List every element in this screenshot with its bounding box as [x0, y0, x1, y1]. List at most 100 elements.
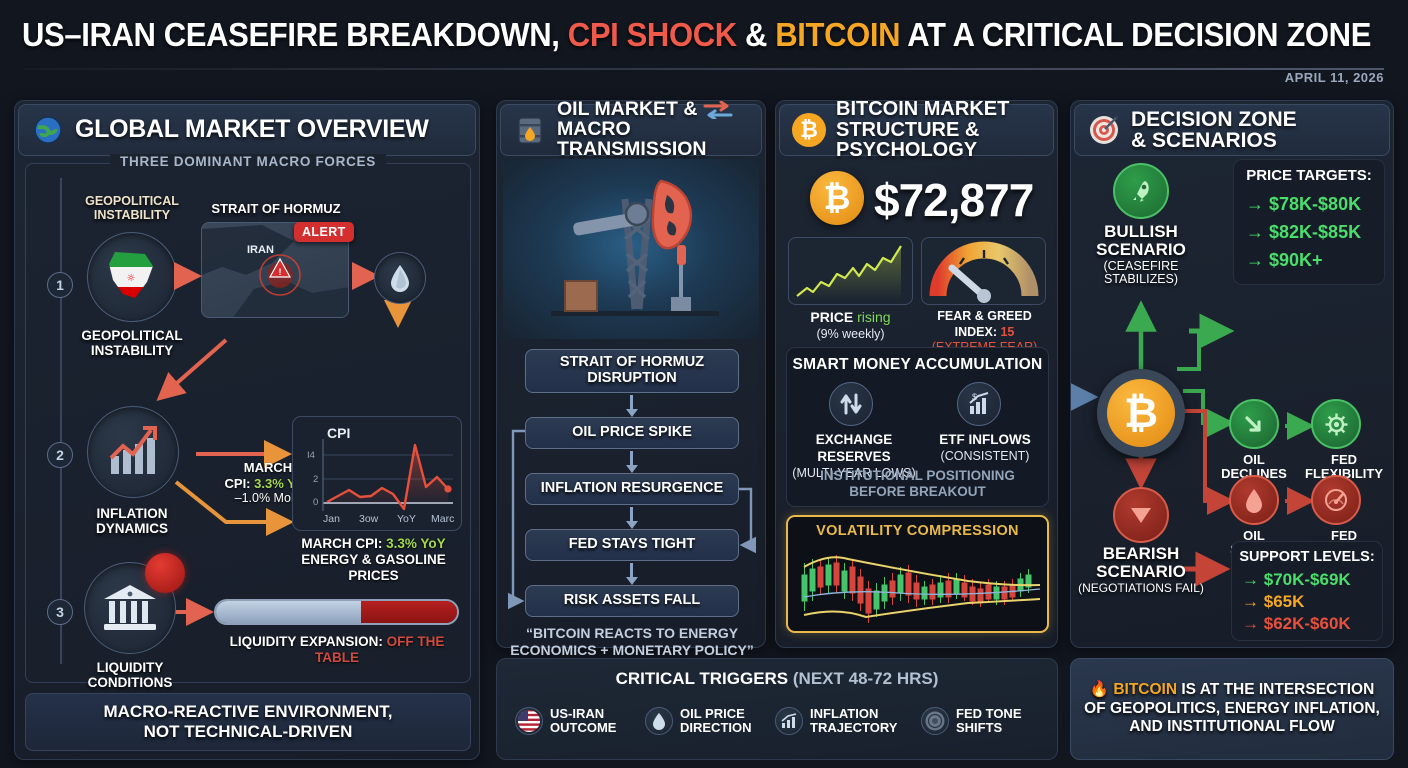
- smart-money-accumulation: SMART MONEY ACCUMULATION $ EXCHANGE RESE…: [786, 347, 1049, 507]
- page-title: US–IRAN CEASEFIRE BREAKDOWN, CPI SHOCK &…: [22, 16, 1371, 54]
- oil-pumpjack-icon: [503, 159, 759, 339]
- updown-arrows-icon: [829, 382, 873, 426]
- final-bitcoin-word: BITCOIN: [1113, 681, 1178, 699]
- final-takeaway-bar: 🔥 BITCOIN IS AT THE INTERSECTION OF GEOP…: [1070, 658, 1394, 760]
- cpi-ytick-1: 2: [313, 474, 319, 485]
- down-triangle-icon: [1113, 487, 1169, 543]
- cpi-xtick-1: 3ow: [359, 513, 379, 525]
- panel3-title-line2: STRUCTURE & PSYCHOLOGY: [836, 118, 980, 162]
- trigger-fed-tone-shifts: FED TONE SHIFTS: [921, 706, 1022, 736]
- cpi-xtick-2: YoY: [397, 513, 416, 525]
- liquidity-conditions-label: LIQUIDITY CONDITIONS: [87, 660, 173, 691]
- svg-text:$: $: [972, 392, 977, 402]
- cpi-xtick-0: Jan: [323, 513, 340, 525]
- critical-triggers-title: CRITICAL TRIGGERS (NEXT 48-72 HRS): [615, 669, 939, 688]
- cpi-xtick-3: Marc: [431, 513, 455, 525]
- liquidity-expansion-bar: [214, 599, 459, 625]
- alert-badge: ALERT: [294, 222, 354, 242]
- gauge-icon: [929, 241, 1039, 303]
- bitcoin-icon: ₿: [792, 113, 826, 147]
- title-part1: US–IRAN CEASEFIRE BREAKDOWN,: [22, 16, 568, 53]
- candlestick-chart: [801, 555, 1041, 623]
- map-title: STRAIT OF HORMUZ: [211, 201, 341, 216]
- price-targets-title: PRICE TARGETS:: [1246, 167, 1372, 184]
- target-icon: [1087, 113, 1121, 147]
- trigger-us-iran-outcome: US-IRAN OUTCOME: [515, 706, 616, 736]
- panel2-title-line2: MACRO TRANSMISSION: [557, 118, 707, 160]
- inflation-dynamics-label: INFLATION DYNAMICS: [95, 506, 168, 537]
- flow-arrow-1: [625, 395, 638, 417]
- title-amp: &: [736, 16, 776, 53]
- trigger-inflation-trajectory: INFLATION TRAJECTORY: [775, 706, 897, 736]
- strait-of-hormuz-map: IRAN !: [201, 222, 349, 318]
- panel4-title-line2: & SCENARIOS: [1131, 129, 1277, 152]
- decision-center-ring: ₿: [1097, 369, 1185, 457]
- section-caption: THREE DOMINANT MACRO FORCES: [110, 154, 386, 169]
- march-cpi-value: 3.3% YoY: [386, 536, 446, 551]
- oil-droplet-icon: [374, 252, 426, 304]
- header: US–IRAN CEASEFIRE BREAKDOWN, CPI SHOCK &…: [0, 0, 1408, 92]
- price-target-3: → $90K+: [1246, 250, 1323, 270]
- support-level-2: → $65K: [1242, 592, 1305, 611]
- liquidity-bar-fill: [216, 601, 361, 623]
- panel4-title-line1: DECISION ZONE: [1131, 107, 1297, 131]
- march-cpi-callout: MARCH CPI: 3.3% YoY –1.0% MoM: [224, 460, 312, 506]
- down-arrow-icon: [1229, 399, 1279, 449]
- header-divider: [24, 68, 1384, 70]
- support-levels-title: SUPPORT LEVELS:: [1239, 549, 1375, 565]
- panel-bitcoin-market-structure: ₿ BITCOIN MARKET STRUCTURE & PSYCHOLOGY …: [775, 99, 1058, 648]
- geopolitical-label-bottom: GEOPOLITICAL INSTABILITY: [81, 328, 183, 359]
- cpi-ytick-0: 0: [313, 497, 319, 508]
- exchange-reserves-caption: EXCHANGE RESERVES (MULTI-YEAR LOWS): [792, 432, 916, 480]
- volatility-title: VOLATILITY COMPRESSION: [816, 523, 1019, 539]
- geopolitical-label-top: GEOPOLITICAL INSTABILITY: [85, 194, 179, 222]
- title-part2: AT A CRITICAL DECISION ZONE: [900, 16, 1372, 53]
- bitcoin-price: $72,877: [874, 174, 1034, 226]
- flow-arrow-4: [625, 563, 638, 585]
- smart-money-title: SMART MONEY ACCUMULATION: [792, 356, 1043, 373]
- final-takeaway-text: 🔥 BITCOIN IS AT THE INTERSECTION OF GEOP…: [1084, 681, 1380, 736]
- title-cpi-shock: CPI SHOCK: [567, 16, 737, 53]
- timeline-rail: [60, 178, 62, 664]
- bullish-scenario-label: BULLISH SCENARIO (CEASEFIRE STABILIZES): [1096, 222, 1186, 287]
- speedometer-icon: [1311, 475, 1361, 525]
- panel1-header: GLOBAL MARKET OVERVIEW: [18, 104, 476, 156]
- title-bitcoin: BITCOIN: [775, 16, 901, 53]
- panel3-title-line1: BITCOIN MARKET: [836, 98, 1010, 121]
- cpi-chart-svg: [322, 439, 453, 511]
- fed-seal-icon: [921, 707, 949, 736]
- etf-growth-icon: $: [957, 382, 1001, 426]
- liquidity-bar-remainder: [360, 601, 457, 623]
- price-sparkline-card: [788, 237, 913, 305]
- iran-flag-icon: ☼: [87, 232, 177, 322]
- volatility-compression-chart: VOLATILITY COMPRESSION: [786, 515, 1049, 633]
- force-number-3: 3: [47, 599, 73, 625]
- panel2-quote: “BITCOIN REACTS TO ENERGY ECONOMICS + MO…: [510, 625, 754, 659]
- price-trend-value: rising: [857, 309, 891, 325]
- chart-up-icon: [775, 707, 803, 736]
- bitcoin-icon: ₿: [1107, 379, 1175, 447]
- svg-text:☼: ☼: [127, 273, 136, 284]
- etf-inflows-caption: ETF INFLOWS (CONSISTENT): [939, 432, 1031, 463]
- support-levels-box: SUPPORT LEVELS: → $70K-$69K → $65K → $62…: [1231, 541, 1383, 641]
- bearish-scenario-label: BEARISH SCENARIO (NEGOTIATIONS FAIL): [1078, 544, 1204, 595]
- oil-declines-label: OIL DECLINES: [1221, 452, 1287, 482]
- bitcoin-coin-icon: ₿: [810, 171, 864, 225]
- institutional-positioning-note: INSTITUTIONAL POSITIONING BEFORE BREAKOU…: [820, 468, 1015, 500]
- panel2-title-line1: OIL MARKET &: [557, 98, 698, 121]
- cpi-ytick-2: I4: [307, 450, 315, 461]
- panel4-header: DECISION ZONE & SCENARIOS: [1074, 104, 1390, 156]
- rocket-icon: [1113, 163, 1169, 219]
- liquidity-status-value: OFF THE TABLE: [315, 634, 445, 666]
- panel1-footer: MACRO-REACTIVE ENVIRONMENT, NOT TECHNICA…: [25, 693, 471, 751]
- gear-icon: [1311, 399, 1361, 449]
- fear-greed-value: 15: [1000, 324, 1015, 339]
- panel3-header: ₿ BITCOIN MARKET STRUCTURE & PSYCHOLOGY: [779, 99, 1054, 160]
- force-number-1: 1: [47, 272, 73, 298]
- fear-greed-gauge-card: [921, 237, 1046, 305]
- flow-step-5: RISK ASSETS FALL: [525, 585, 739, 617]
- price-card-caption: PRICE rising (9% weekly): [784, 309, 917, 342]
- price-targets-box: PRICE TARGETS: → $78K-$80K → $82K-$85K →…: [1233, 159, 1385, 285]
- panel1-title: GLOBAL MARKET OVERVIEW: [75, 115, 429, 144]
